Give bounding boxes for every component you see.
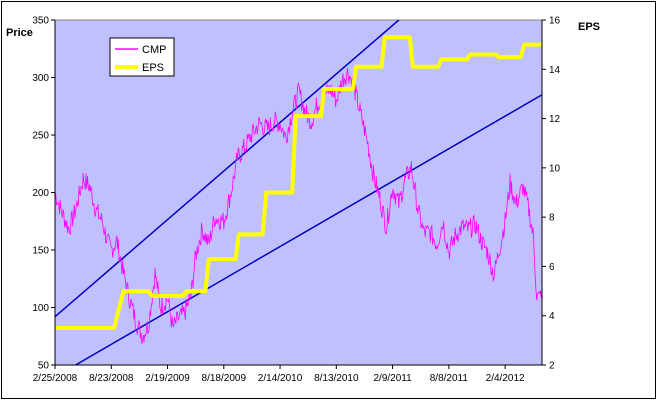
right-tick-label: 16 [549, 16, 561, 27]
legend-box [109, 37, 175, 77]
x-tick-label: 2/9/2011 [373, 373, 412, 384]
x-tick-label: 8/23/2008 [89, 373, 134, 384]
series-cmp-line [54, 68, 543, 344]
right-tick-label: 8 [549, 213, 555, 224]
legend: CMP EPS [109, 37, 175, 77]
axes-layer: 50 100 150 200 250 300 350 2 4 6 8 10 12 14 16 2/25/200… [32, 16, 560, 385]
x-tick-label: 2/14/2010 [258, 373, 303, 384]
x-tick-label: 2/25/2008 [33, 373, 78, 384]
left-tick-label: 300 [32, 73, 49, 84]
left-tick-label: 200 [32, 188, 49, 199]
x-tick-label: 8/13/2010 [314, 373, 359, 384]
right-tick-label: 2 [549, 361, 555, 372]
legend-eps-label: EPS [142, 62, 164, 74]
left-tick-label: 100 [32, 303, 49, 314]
trend-line-1 [55, 20, 400, 318]
left-tick-label: 350 [32, 16, 49, 27]
left-tick-label: 50 [38, 361, 50, 372]
legend-cmp-label: CMP [142, 44, 166, 56]
right-tick-label: 12 [549, 114, 561, 125]
series-layer [54, 20, 543, 365]
right-tick-label: 6 [549, 262, 555, 273]
trend-line-2 [75, 94, 542, 365]
x-tick-label: 8/18/2009 [202, 373, 247, 384]
right-tick-label: 4 [549, 311, 555, 322]
right-tick-label: 10 [549, 163, 561, 174]
plot-area [54, 19, 543, 366]
left-tick-label: 150 [32, 246, 49, 257]
x-tick-label: 2/19/2009 [145, 373, 190, 384]
left-tick-label: 250 [32, 131, 49, 142]
right-tick-label: 14 [549, 65, 561, 76]
x-tick-label: 8/8/2011 [430, 373, 469, 384]
right-axis-title: EPS [578, 21, 600, 33]
left-axis-title: Price [6, 27, 33, 39]
x-tick-label: 2/4/2012 [486, 373, 525, 384]
series-eps-line [55, 35, 542, 330]
